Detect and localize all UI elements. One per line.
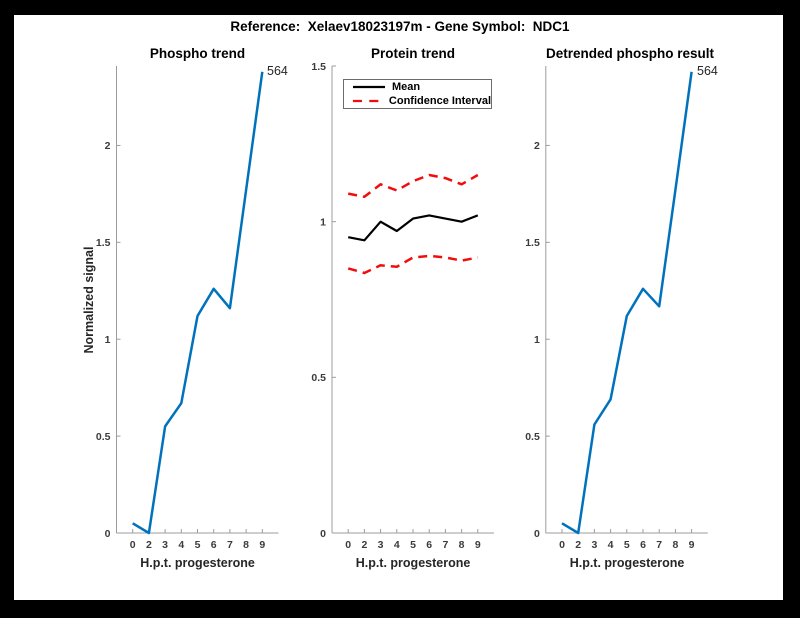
svg-text:1.5: 1.5 <box>311 61 326 73</box>
mean-line-sample-icon <box>353 85 385 89</box>
subplot1-title: Phospho trend <box>149 46 246 61</box>
svg-text:9: 9 <box>689 539 695 551</box>
figure-canvas <box>14 15 783 600</box>
svg-text:0: 0 <box>105 528 111 540</box>
confidence-interval-dashed-sample-icon <box>352 99 383 103</box>
legend-item-mean: Mean <box>352 81 491 94</box>
svg-text:2: 2 <box>534 140 540 152</box>
subplot1-x-axis-label: H.p.t. progesterone <box>140 556 255 570</box>
svg-text:8: 8 <box>672 539 678 551</box>
svg-text:5: 5 <box>624 539 630 551</box>
subplot3-title: Detrended phospho result <box>546 46 715 61</box>
svg-text:4: 4 <box>608 539 614 551</box>
subplot2-title: Protein trend <box>370 46 455 61</box>
svg-text:5: 5 <box>410 539 416 551</box>
legend-item-confidence-interval: Confidence Interval <box>352 95 491 108</box>
svg-text:0.5: 0.5 <box>96 431 111 443</box>
subplot1-endpoint-annotation: 564 <box>267 64 288 78</box>
svg-text:0: 0 <box>559 539 565 551</box>
svg-text:1.5: 1.5 <box>96 237 111 249</box>
svg-text:0.5: 0.5 <box>525 431 540 443</box>
subplot3-x-axis-label: H.p.t. progesterone <box>569 556 685 570</box>
svg-text:2: 2 <box>575 539 581 551</box>
svg-text:4: 4 <box>178 539 184 551</box>
subplot3-endpoint-annotation: 564 <box>697 64 718 78</box>
legend-box: Mean Confidence Interval <box>343 79 492 109</box>
svg-text:6: 6 <box>426 539 432 551</box>
svg-text:2: 2 <box>361 539 367 551</box>
svg-text:3: 3 <box>591 539 597 551</box>
svg-text:7: 7 <box>227 539 233 551</box>
svg-text:7: 7 <box>656 539 662 551</box>
svg-text:8: 8 <box>243 539 249 551</box>
svg-text:0.5: 0.5 <box>311 372 326 384</box>
svg-text:5: 5 <box>195 539 201 551</box>
svg-text:0: 0 <box>534 528 540 540</box>
svg-text:1.5: 1.5 <box>525 237 540 249</box>
svg-text:1: 1 <box>534 334 540 346</box>
svg-text:8: 8 <box>459 539 465 551</box>
figure-title: Reference: Xelaev18023197m - Gene Symbol… <box>230 19 570 34</box>
svg-text:7: 7 <box>442 539 448 551</box>
svg-text:6: 6 <box>640 539 646 551</box>
subplot1-y-axis-label: Normalized signal <box>82 246 96 354</box>
svg-text:3: 3 <box>162 539 168 551</box>
svg-text:9: 9 <box>475 539 481 551</box>
svg-text:1: 1 <box>105 334 111 346</box>
legend-label-confidence-interval: Confidence Interval <box>388 95 491 107</box>
svg-text:3: 3 <box>378 539 384 551</box>
svg-text:0: 0 <box>320 528 326 540</box>
svg-text:0: 0 <box>345 539 351 551</box>
svg-text:2: 2 <box>146 539 152 551</box>
legend-label-mean: Mean <box>392 81 421 93</box>
subplot2-x-axis-label: H.p.t. progesterone <box>355 556 471 570</box>
svg-text:9: 9 <box>259 539 265 551</box>
svg-text:1: 1 <box>320 216 326 228</box>
svg-text:4: 4 <box>394 539 400 551</box>
svg-text:6: 6 <box>211 539 217 551</box>
svg-text:0: 0 <box>130 539 136 551</box>
svg-text:2: 2 <box>105 140 111 152</box>
